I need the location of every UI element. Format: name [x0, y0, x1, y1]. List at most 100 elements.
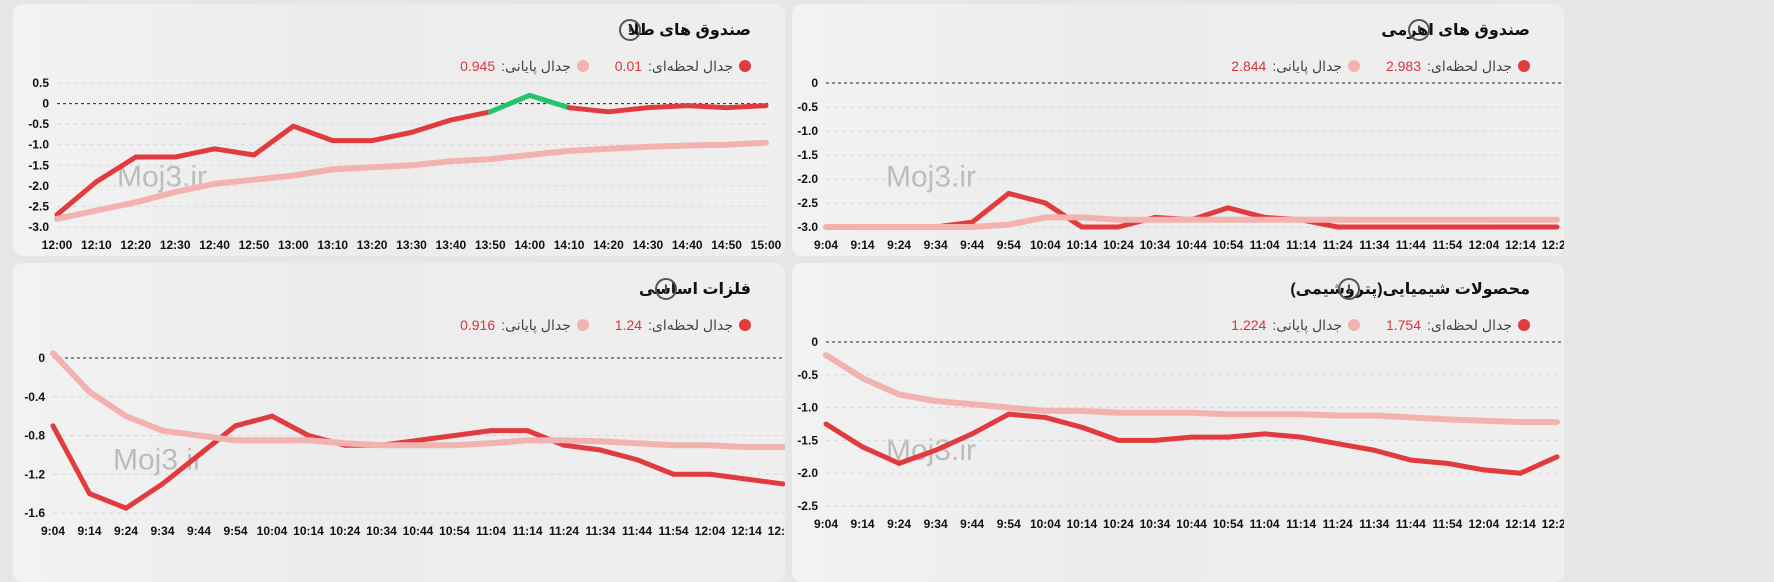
x-tick-label: 12:04 [1469, 517, 1500, 531]
x-tick-label: 10:24 [330, 524, 361, 538]
series-segment-current [1262, 431, 1304, 440]
series-line-lower [50, 350, 785, 451]
legend-label: جدال پایانی: [501, 58, 571, 74]
x-tick-label: 9:34 [150, 524, 174, 538]
legend-label: جدال لحظه‌ای: [648, 317, 733, 333]
x-tick-label: 11:34 [585, 524, 615, 538]
series-segment-current [251, 123, 296, 158]
x-tick-label: 10:34 [1140, 517, 1171, 531]
x-tick-label: 9:54 [997, 517, 1021, 531]
x-tick-label: 10:44 [1176, 517, 1207, 531]
x-tick-label: 9:24 [887, 238, 911, 252]
x-tick-label: 14:50 [711, 238, 742, 252]
series-segment-current [93, 154, 139, 185]
series-segment-current [212, 146, 257, 158]
y-tick-label: -2.0 [797, 172, 818, 186]
x-tick-label: 15:00 [751, 238, 782, 252]
x-tick-label: 12:00 [42, 238, 73, 252]
x-tick-label: 11:54 [658, 524, 688, 538]
legend-label: جدال پایانی: [501, 317, 571, 333]
y-tick-label: 0 [38, 351, 45, 365]
series-segment-current [933, 431, 975, 453]
x-tick-label: 11:04 [1250, 517, 1280, 531]
legend-value-lower: 0.945 [460, 58, 496, 74]
y-tick-label: -2.5 [797, 499, 818, 513]
series-segment-current [1517, 454, 1560, 476]
y-tick-label: -1.0 [28, 138, 49, 152]
x-tick-label: 9:24 [114, 524, 138, 538]
x-tick-label: 10:34 [366, 524, 397, 538]
x-tick-label: 9:54 [997, 238, 1021, 252]
series-segment-current [409, 117, 454, 135]
chart-legend: جدال لحظه‌ای: 2.983 جدال پایانی: 2.844 [1209, 58, 1530, 75]
y-tick-label: -1.2 [24, 467, 45, 481]
info-icon[interactable]: ! [1338, 278, 1360, 300]
x-tick-label: 11:04 [1250, 238, 1280, 252]
x-tick-label: 11:24 [1323, 238, 1353, 252]
legend-label: جدال پایانی: [1272, 317, 1343, 333]
x-tick-label: 11:14 [1286, 517, 1316, 531]
x-tick-label: 14:20 [593, 238, 624, 252]
line-chart: Moj3.ir0.50-0.5-1.0-1.5-2.0-2.5-3.012:00… [28, 76, 782, 252]
x-tick-label: 14:40 [672, 238, 703, 252]
x-tick-label: 12:24 [1542, 238, 1564, 252]
x-tick-label: 13:30 [396, 238, 427, 252]
series-segment-current [645, 103, 690, 111]
legend-lower: جدال پایانی: 0.916 [460, 317, 589, 334]
info-icon[interactable]: ! [1408, 19, 1430, 41]
chart-legend: جدال لحظه‌ای: 1.24 جدال پایانی: 0.916 [438, 317, 751, 334]
series-segment-current [684, 103, 730, 111]
series-segment-current [1481, 467, 1523, 476]
panel-gold-funds: صندوق های طلا ! جدال لحظه‌ای: 0.01 جدال پ… [13, 4, 785, 256]
series-segment-current [969, 190, 1012, 225]
legend-value-current: 1.754 [1385, 317, 1422, 333]
series-segment-current [969, 411, 1012, 437]
series-segment-current [744, 476, 785, 487]
series-segment-current [860, 444, 902, 466]
y-tick-label: 0 [811, 76, 818, 90]
x-tick-label: 12:10 [81, 238, 112, 252]
x-tick-label: 10:04 [1030, 238, 1061, 252]
watermark: Moj3.ir [886, 161, 976, 194]
x-tick-label: 11:54 [1432, 238, 1462, 252]
panel-base-metals: فلزات اساسی ! جدال لحظه‌ای:1.24 جدال پای… [13, 263, 785, 582]
legend-label: جدال پایانی: [1272, 58, 1343, 74]
legend-current: جدال لحظه‌ای: 1.754 [1386, 317, 1530, 334]
y-tick-label: 0.5 [32, 76, 49, 90]
y-tick-label: 0 [42, 97, 49, 111]
x-tick-label: 10:54 [1213, 238, 1244, 252]
series-segment-current [1006, 190, 1048, 206]
x-tick-label: 12:24 [768, 524, 785, 538]
series-segment-current [50, 423, 92, 497]
x-tick-label: 10:04 [1030, 517, 1061, 531]
x-tick-label: 10:14 [1066, 238, 1097, 252]
series-segment-current [54, 179, 99, 218]
series-segment-current [448, 109, 493, 123]
x-tick-label: 11:24 [549, 524, 579, 538]
x-tick-label: 12:04 [695, 524, 726, 538]
x-tick-label: 9:14 [851, 238, 875, 252]
series-segment-current [1225, 205, 1268, 220]
y-tick-label: -2.5 [28, 199, 49, 213]
y-tick-label: -1.5 [797, 148, 818, 162]
legend-lower: جدال پایانی: 0.945 [460, 58, 589, 75]
x-tick-label: 12:14 [1505, 517, 1536, 531]
series-line-lower [823, 352, 1560, 425]
series-segment-current [415, 433, 457, 443]
line-chart: Moj3.ir 0 -0.5 -1.0 -1.5 -2.0 -2.5 -3.0 9:04 9:14… [797, 76, 1564, 252]
series-segment-current [1371, 447, 1414, 463]
y-tick-label: -0.5 [797, 368, 818, 382]
info-icon[interactable]: ! [619, 19, 641, 41]
series-segment-current [1335, 441, 1377, 453]
series-line-lower [823, 214, 1560, 230]
legend-dot-lower [576, 319, 589, 331]
legend-lower: جدال پایانی: 1.224 [1231, 317, 1361, 334]
series-segment-current [87, 491, 129, 511]
legend-current: جدال لحظه‌ای: 0.01 [615, 58, 751, 75]
legend-dot-current [1518, 60, 1530, 72]
x-tick-label: 9:04 [41, 524, 65, 538]
info-icon[interactable]: ! [655, 278, 677, 300]
y-tick-label: -3.0 [28, 220, 49, 234]
legend-dot-current [739, 60, 751, 72]
x-tick-label: 9:14 [851, 517, 875, 531]
